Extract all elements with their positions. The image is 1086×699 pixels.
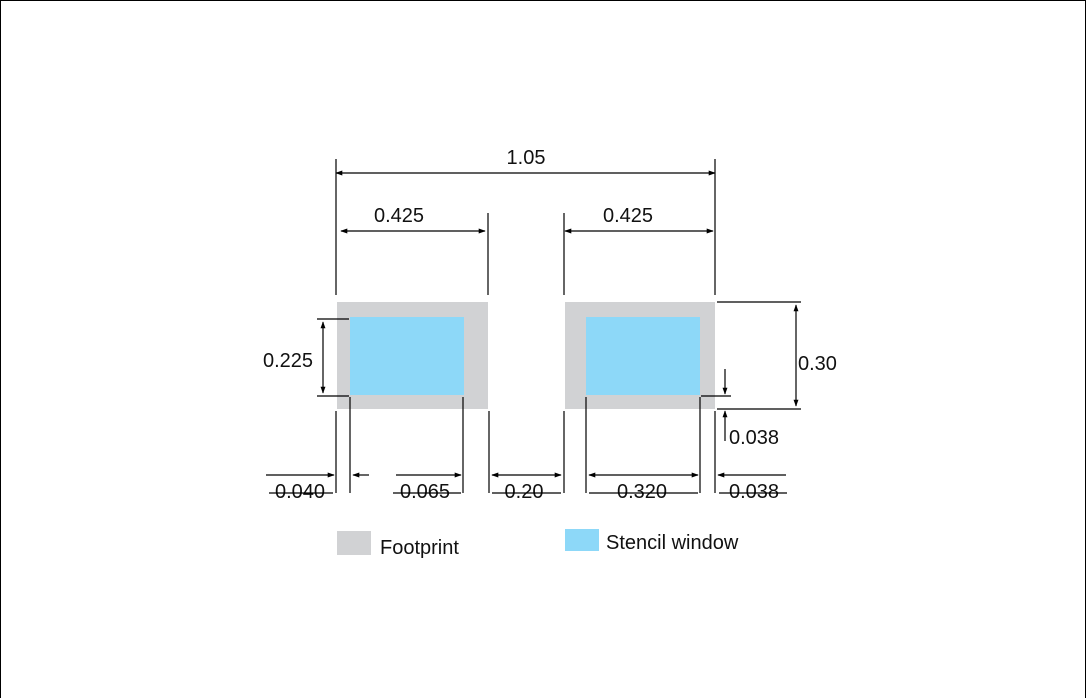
label-stencil-width: 0.320: [617, 481, 667, 503]
label-right-margin: 0.038: [729, 481, 779, 503]
label-left-pad-width: 0.425: [374, 205, 424, 227]
label-pad-gap: 0.20: [505, 481, 544, 503]
label-bottom-margin: 0.038: [729, 427, 779, 449]
label-left-margin: 0.040: [275, 481, 325, 503]
legend-stencil-label: Stencil window: [606, 532, 739, 554]
legend-stencil-swatch: [565, 529, 599, 551]
left-stencil-window: [350, 317, 464, 395]
label-stencil-height: 0.225: [263, 350, 313, 372]
label-overall-width: 1.05: [507, 147, 546, 169]
legend-footprint-swatch: [337, 531, 371, 555]
label-pad-height: 0.30: [798, 353, 837, 375]
label-right-pad-width: 0.425: [603, 205, 653, 227]
label-inner-margin: 0.065: [400, 481, 450, 503]
legend-footprint-label: Footprint: [380, 537, 459, 559]
right-stencil-window: [586, 317, 700, 395]
